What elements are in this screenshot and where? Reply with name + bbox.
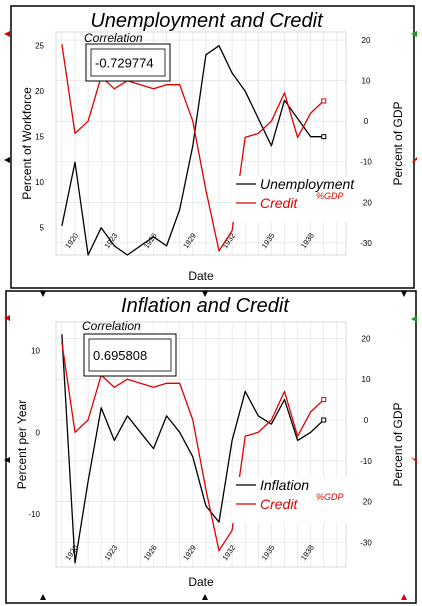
series-line-credit [61, 342, 325, 552]
series-line-unemployment [61, 45, 324, 256]
right-tick-label: -20 [360, 198, 372, 207]
legend: Inflation Credit %GDP [232, 477, 362, 523]
edge-markers [4, 31, 417, 600]
right-tick-label: -20 [360, 498, 372, 507]
edge-marker-icon [4, 31, 10, 37]
y-axis-label-left: Percent per Year [15, 400, 29, 489]
correlation-box-inner [88, 338, 172, 372]
left-tick-label: 5 [40, 224, 45, 233]
legend-label: Credit [260, 195, 298, 211]
edge-marker-icon [40, 594, 46, 600]
legend-superscript: %GDP [316, 492, 344, 502]
chart-title: Unemployment and Credit [90, 10, 324, 32]
y-axis-label-right: Percent of GDP [391, 101, 405, 185]
chart-title: Inflation and Credit [121, 295, 290, 317]
x-axis-label: Date [188, 269, 214, 283]
right-tick-label: -10 [360, 158, 372, 167]
left-tick-label: 10 [31, 347, 40, 356]
edge-marker-icon [202, 594, 208, 600]
right-tick-label: 0 [364, 117, 369, 126]
edge-marker-icon [411, 31, 417, 37]
y-axis-label-right: Percent of GDP [391, 402, 405, 486]
series-endpoint-credit [321, 98, 327, 104]
right-tick-label: 20 [362, 36, 371, 45]
right-tick-label: 20 [362, 334, 371, 343]
edge-marker-icon [411, 316, 417, 322]
series-endpoint-credit [321, 397, 327, 403]
correlation-box-inner [90, 48, 166, 77]
left-tick-label: 15 [35, 133, 44, 142]
right-tick-label: 10 [362, 77, 371, 86]
chart-2: Inflation and Credit 10 0 -10 20 10 0 -10 -20 -30… [5, 290, 417, 604]
legend-superscript: %GDP [316, 191, 344, 201]
correlation-label: Correlation [84, 31, 143, 45]
legend: Unemployment Credit %GDP [232, 176, 362, 222]
correlation-label: Correlation [82, 319, 141, 333]
left-tick-label: -10 [28, 510, 40, 519]
series-endpoint-inflation [321, 417, 327, 423]
right-tick-label: -10 [360, 457, 372, 466]
x-axis-label: Date [188, 575, 214, 589]
series-line-inflation [61, 334, 325, 564]
legend-label: Unemployment [260, 176, 355, 192]
edge-marker-icon [4, 315, 10, 321]
chart-frame [10, 5, 415, 289]
edge-marker-icon [411, 457, 417, 463]
edge-marker-icon [401, 291, 407, 297]
edge-marker-icon [40, 291, 46, 297]
left-tick-label: 10 [35, 178, 44, 187]
chart-1: Unemployment and Credit 5 10 15 20 25 20 10 0 -10… [10, 5, 415, 289]
left-tick-label: 20 [35, 87, 44, 96]
right-tick-label: -30 [360, 539, 372, 548]
right-tick-label: 0 [364, 416, 369, 425]
y-axis-label-left: Percent of Workforce [20, 87, 34, 200]
edge-marker-icon [401, 594, 407, 600]
legend-label: Credit [260, 496, 298, 512]
series-endpoint-unemployment [321, 134, 327, 140]
edge-marker-icon [202, 291, 208, 297]
edge-marker-icon [4, 457, 10, 463]
left-tick-label: 0 [36, 428, 41, 437]
chart-frame [5, 290, 417, 604]
left-tick-label: 25 [35, 42, 44, 51]
legend-label: Inflation [260, 477, 309, 493]
correlation-value: -0.729774 [95, 56, 154, 71]
right-tick-label: 10 [362, 375, 371, 384]
right-tick-label: -30 [360, 239, 372, 248]
correlation-value: 0.695808 [93, 348, 147, 363]
edge-marker-icon [4, 157, 10, 163]
edge-marker-icon [411, 157, 417, 163]
